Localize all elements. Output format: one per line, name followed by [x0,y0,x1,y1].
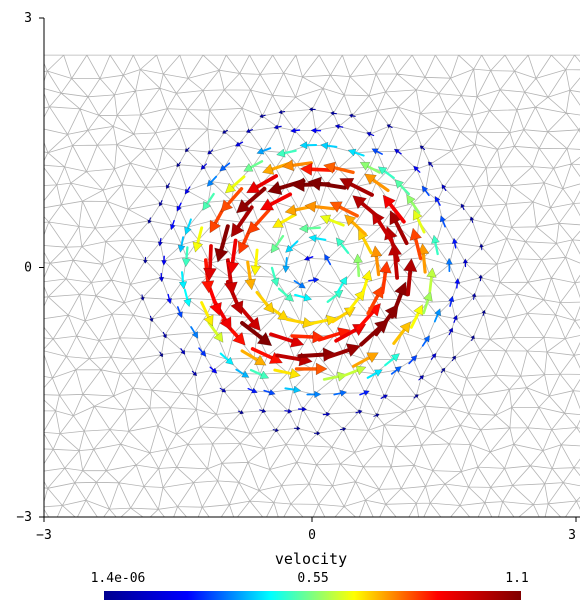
colorbar-mid-label: 0.55 [297,571,328,586]
colorbar-min-label: 1.4e-06 [91,571,146,586]
y-tick-label: 0 [24,261,32,276]
x-tick-label: 3 [568,528,576,543]
y-axis-ticks: 3 0 −3 [16,11,44,525]
y-tick-label: −3 [16,510,32,525]
x-tick-label: −3 [36,528,52,543]
x-tick-label: 0 [308,528,316,543]
colorbar-max-label: 1.1 [505,571,528,586]
y-tick-label: 3 [24,11,32,26]
colorbar-label: velocity [275,550,347,568]
x-axis-ticks: −3 0 3 [36,517,576,543]
colorbar [104,591,521,600]
